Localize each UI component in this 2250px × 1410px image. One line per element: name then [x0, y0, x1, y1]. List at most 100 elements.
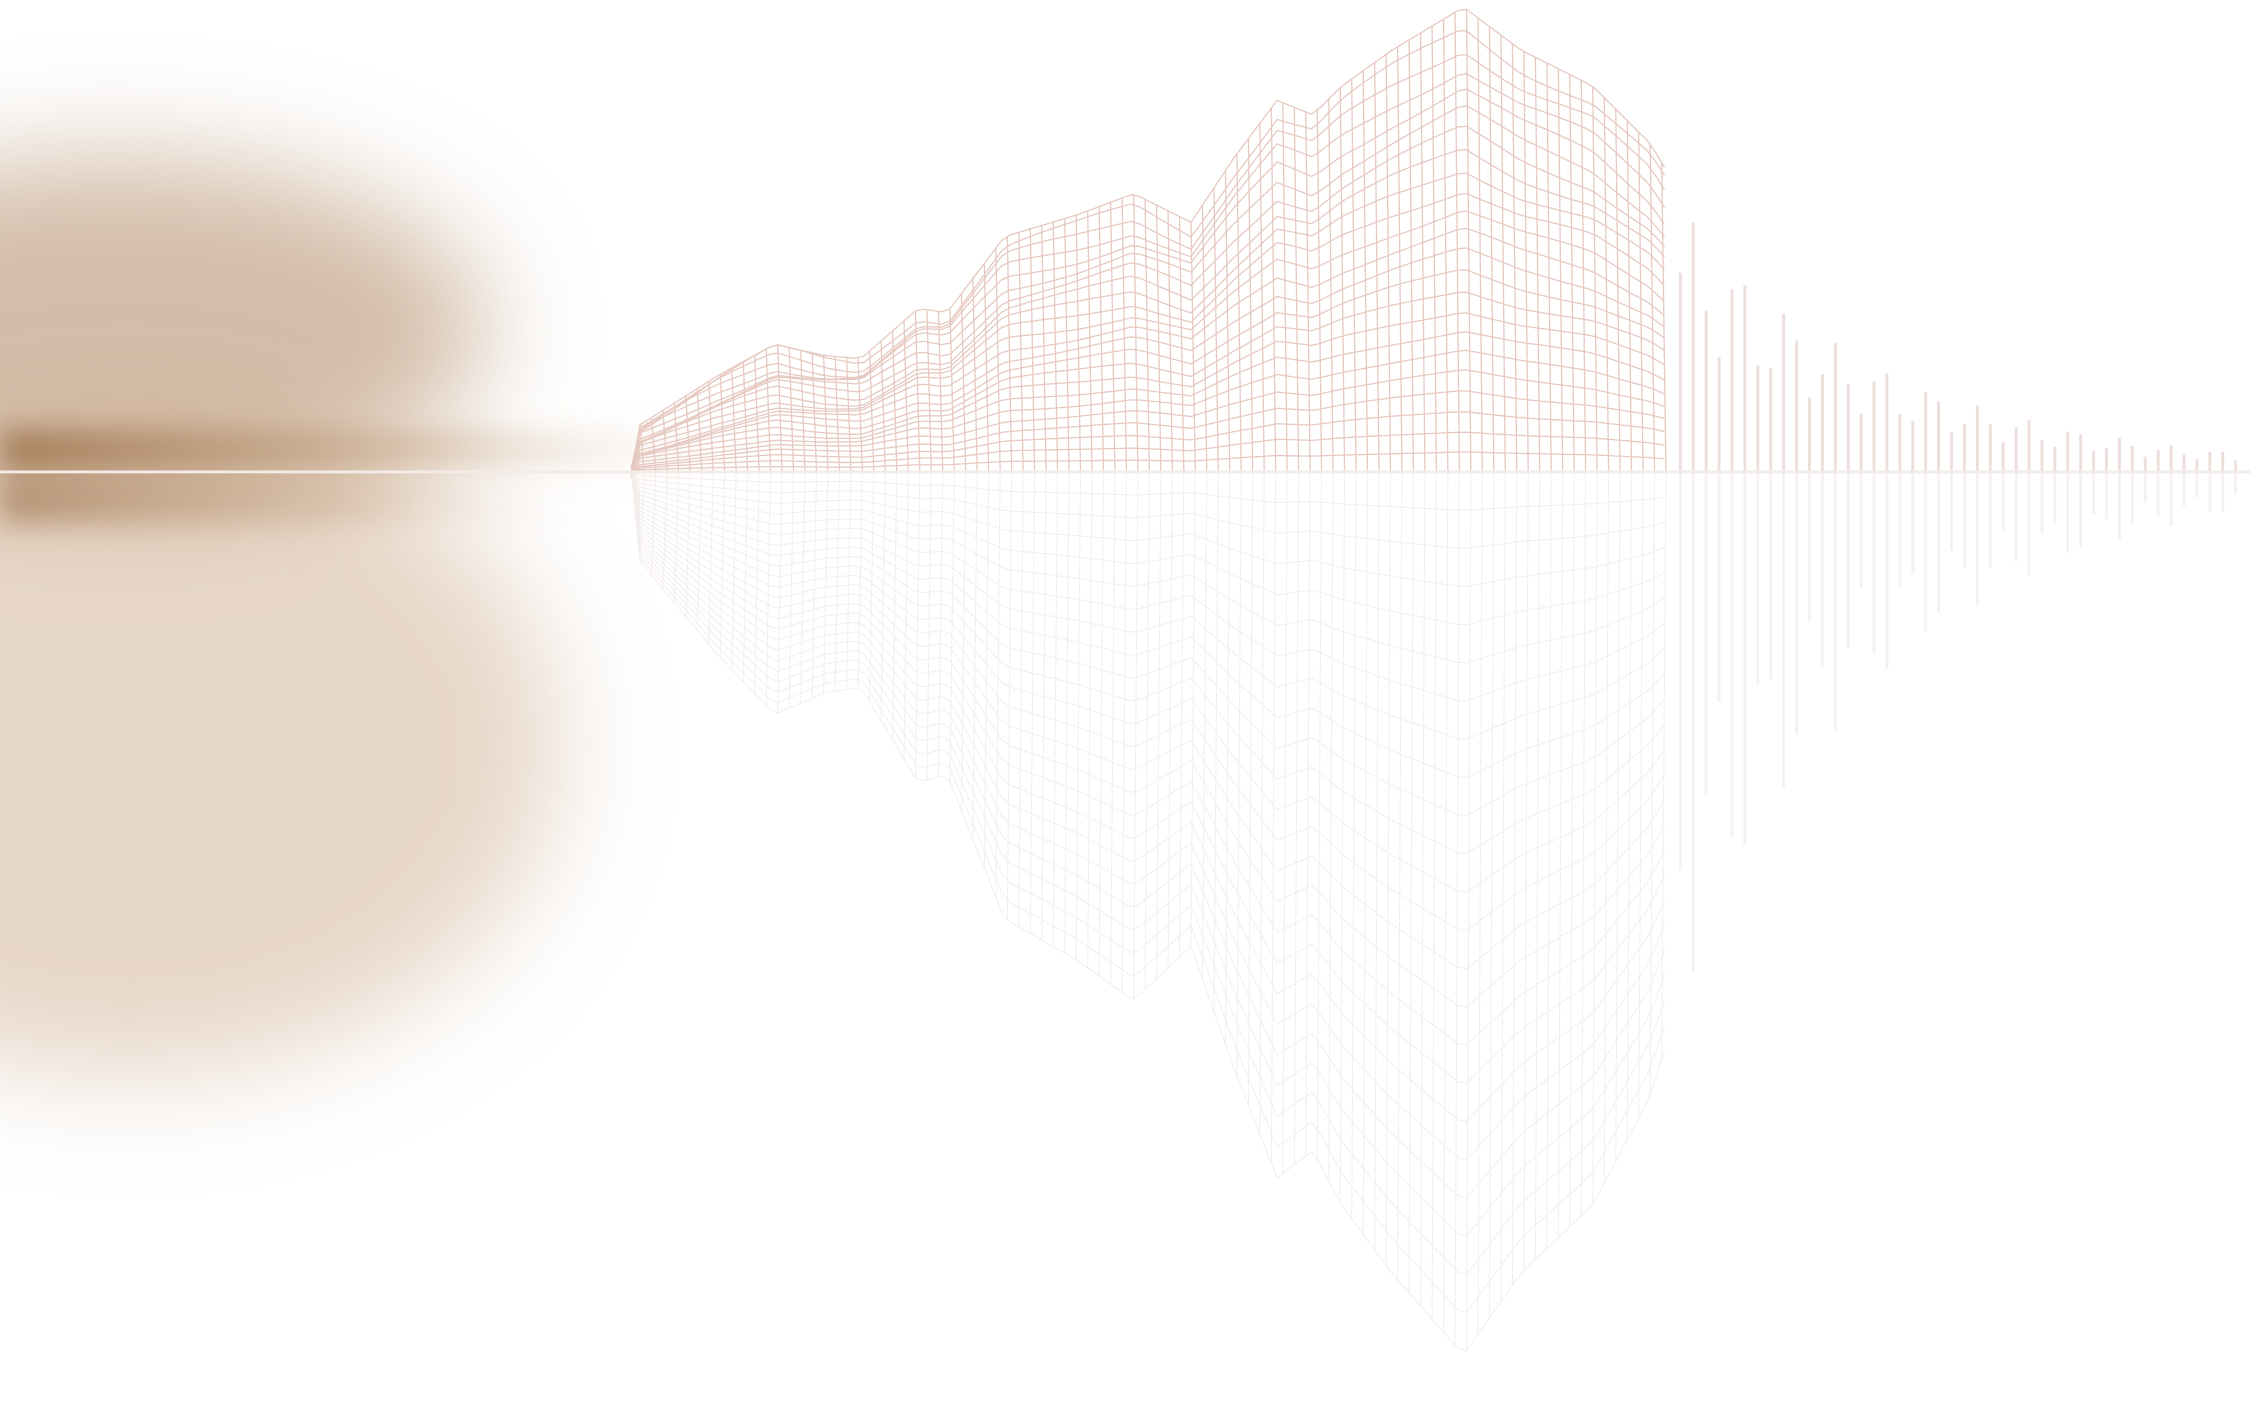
- spectrum-bar: [2117, 437, 2121, 472]
- mesh-column-reflection: [1569, 471, 1575, 1227]
- spectrum-bar-reflection: [1872, 471, 1876, 654]
- wireframe-reflection: [630, 471, 1667, 1352]
- mesh-column-reflection: [1488, 471, 1495, 1319]
- mesh-column-reflection: [1156, 471, 1162, 979]
- spectrum-bar: [1678, 272, 1682, 472]
- mesh-column-reflection: [1052, 471, 1059, 947]
- mesh-row-reflection: [631, 471, 1665, 549]
- spectrum-bar: [2001, 442, 2005, 472]
- spectrum-bar-reflection: [2014, 471, 2018, 562]
- mesh-column-reflection: [1305, 471, 1311, 1156]
- mesh-column-reflection: [926, 471, 932, 781]
- mesh-column: [1328, 98, 1334, 472]
- mesh-column: [1075, 215, 1082, 472]
- mesh-column: [1305, 111, 1311, 472]
- mesh-column: [1649, 143, 1656, 472]
- mesh-column-reflection: [1661, 471, 1667, 1060]
- spectrum-bar-reflection: [1730, 471, 1734, 837]
- mesh-row-reflection: [630, 471, 1665, 664]
- mesh-column: [1546, 63, 1552, 472]
- spectrum-bar-reflection: [1808, 471, 1811, 621]
- mesh-column-reflection: [1110, 471, 1116, 985]
- mesh-column: [1488, 26, 1495, 472]
- mesh-column: [1431, 26, 1438, 472]
- spectrum-bar-reflection: [1678, 471, 1682, 870]
- mesh-column-reflection: [1282, 471, 1288, 1174]
- spectrum-bar-reflection: [1898, 471, 1902, 588]
- mesh-column: [1144, 199, 1151, 472]
- mesh-column: [1293, 107, 1300, 472]
- mesh-row: [630, 30, 1666, 478]
- spectrum-bar-reflection: [2182, 471, 2186, 507]
- mesh-column: [765, 348, 772, 472]
- spectrum-bar: [1833, 342, 1837, 472]
- spectrum-bar: [1963, 423, 1966, 472]
- spectrum-bar: [2027, 420, 2031, 472]
- mesh-row-reflection: [630, 471, 1665, 1046]
- mesh-column-reflection: [1236, 471, 1242, 1077]
- mesh-column-reflection: [1408, 471, 1414, 1293]
- mesh-column: [972, 278, 978, 472]
- mesh-column: [1213, 187, 1219, 472]
- spectrum-bars: [1678, 222, 2238, 971]
- mesh-column: [1557, 68, 1564, 472]
- mesh-column: [788, 347, 795, 472]
- mesh-column: [754, 355, 760, 472]
- mesh-column-reflection: [1454, 471, 1460, 1346]
- mesh-column-reflection: [949, 471, 955, 782]
- spectrum-bar-reflection: [2234, 471, 2238, 495]
- spectrum-bar-reflection: [1963, 471, 1966, 568]
- mesh-column: [639, 424, 645, 472]
- spectrum-bar-reflection: [2053, 471, 2057, 523]
- mesh-column: [914, 310, 921, 472]
- mesh-row-reflection: [630, 471, 1666, 1237]
- mesh-row: [630, 149, 1666, 476]
- mesh-column: [1419, 32, 1426, 472]
- spectrum-bar: [1950, 432, 1953, 472]
- mesh-column: [1018, 232, 1024, 472]
- mesh-column: [868, 351, 875, 472]
- mesh-column-reflection: [995, 471, 1001, 898]
- spectrum-bar-reflection: [2130, 471, 2134, 524]
- spectrum-bar: [2105, 448, 2108, 472]
- spectrum-bar-reflection: [1937, 471, 1941, 613]
- spectrum-bar-reflection: [1756, 471, 1760, 685]
- mesh-column-reflection: [708, 471, 714, 645]
- spectrum-bar: [2182, 454, 2186, 472]
- mesh-column-reflection: [788, 471, 795, 709]
- spectrum-bar: [1937, 401, 1941, 472]
- mesh-column-reflection: [834, 471, 840, 692]
- mesh-column-reflection: [1247, 471, 1254, 1106]
- wireframe: [630, 8, 1667, 478]
- mesh-column: [1408, 39, 1415, 472]
- spectrum-bar: [1769, 368, 1773, 472]
- mesh-column: [1098, 206, 1105, 472]
- spectrum-bar-reflection: [2221, 471, 2225, 513]
- spectrum-bar: [2195, 459, 2199, 472]
- mesh-row-reflection: [630, 471, 1666, 1276]
- spectrum-bar-reflection: [1795, 471, 1798, 735]
- mesh-row: [631, 451, 1665, 473]
- mesh-column-reflection: [1580, 471, 1587, 1216]
- mesh-column-reflection: [800, 471, 806, 704]
- mesh-column: [708, 381, 714, 472]
- mesh-column-reflection: [869, 471, 875, 702]
- spectrum-bar-reflection: [1782, 471, 1786, 789]
- spectrum-bar-reflection: [1833, 471, 1837, 731]
- mesh-column-reflection: [960, 471, 967, 811]
- mesh-row-reflection: [630, 471, 1665, 588]
- spectrum-bar-reflection: [2143, 471, 2147, 503]
- mesh-column-reflection: [1592, 471, 1598, 1206]
- mesh-column-reflection: [1511, 471, 1518, 1286]
- mesh-column-reflection: [1259, 471, 1265, 1135]
- mesh-row: [630, 72, 1666, 470]
- mesh-column-reflection: [1270, 471, 1277, 1164]
- spectrum-bar: [1743, 285, 1747, 472]
- mesh-column-reflection: [1144, 471, 1150, 990]
- spectrum-bar-reflection: [1859, 471, 1863, 589]
- mesh-row-reflection: [631, 471, 1665, 511]
- mesh-column-reflection: [719, 471, 726, 658]
- mesh-column: [1374, 62, 1380, 472]
- spectrum-bar: [2092, 450, 2096, 472]
